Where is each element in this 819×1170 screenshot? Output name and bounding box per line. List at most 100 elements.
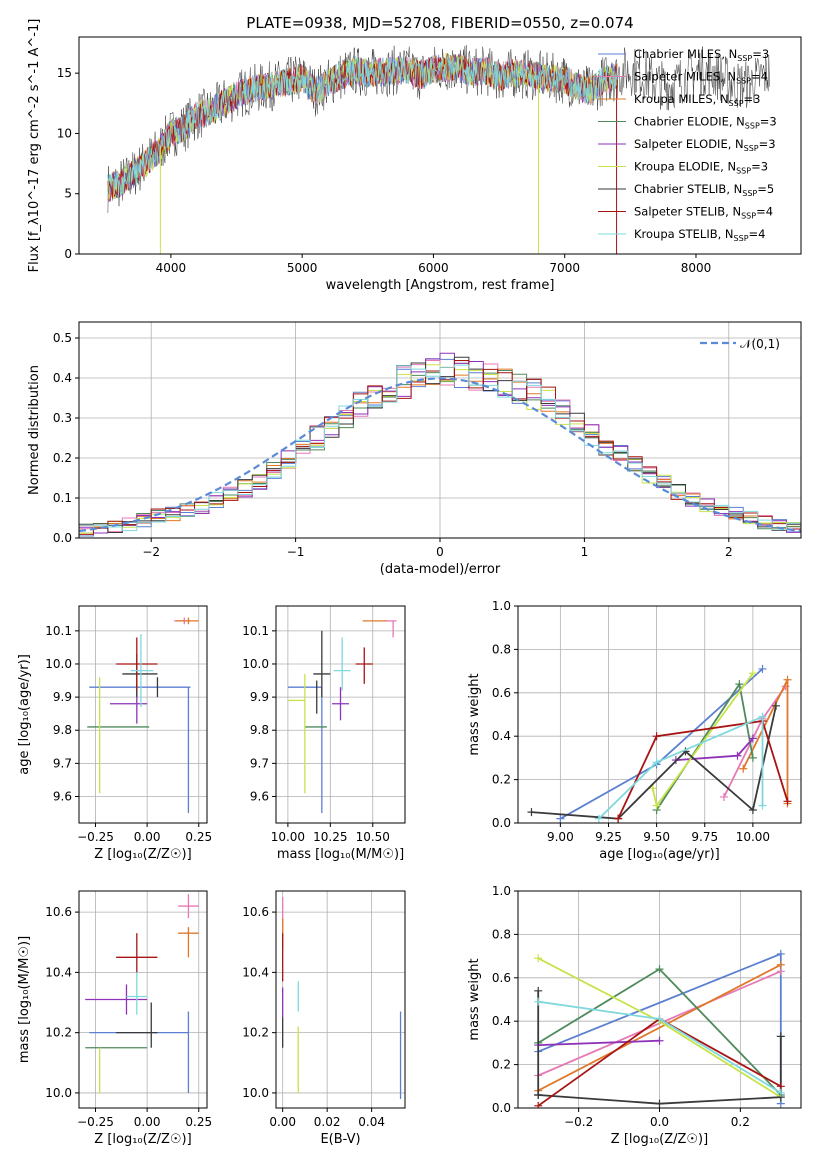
legend-entry: Kroupa MILES, NSSP=3 [634, 92, 760, 108]
y-tick-label: 0.5 [53, 331, 72, 345]
x-tick-label: 0.00 [134, 830, 161, 844]
plot-area-weight-vs-Z [534, 949, 785, 1108]
weight-point-chabrier_elodie [748, 753, 757, 762]
axes-frame [78, 890, 208, 1109]
y-tick-label: 10.0 [45, 657, 72, 671]
y-tick-label: 10.6 [242, 905, 269, 919]
y-tick-label: 0.8 [492, 927, 511, 941]
legend-entry: Kroupa ELODIE, NSSP=3 [634, 160, 768, 176]
weight-line-kroupa_miles [537, 964, 782, 1092]
axes-frame [78, 36, 802, 255]
y-tick-label: 9.8 [250, 723, 269, 737]
weight-point-chabrier_elodie [655, 965, 664, 974]
y-axis-label: Flux [f_λ10^-17 erg cm^-2 s^-1 A^-1] [27, 19, 42, 273]
panel-weight-vs-age: 9.00 9.25 9.50 9.75 10.00 0.0 0.2 0.4 0.6 0.8 1.0 a… [467, 599, 802, 862]
y-tick-label: 15 [57, 66, 72, 80]
x-axis-label: Z [log₁₀(Z/Z☉)] [611, 1132, 708, 1147]
weight-point-salpeter_elodie [655, 1036, 664, 1045]
y-tick-label: 0.6 [492, 686, 511, 700]
y-tick-label: 0.8 [492, 642, 511, 656]
y-tick-label: 10.1 [242, 624, 269, 638]
y-tick-label: 10.2 [242, 1026, 269, 1040]
x-tick-label: 0.25 [185, 1115, 212, 1129]
x-axis-label: Z [log₁₀(Z/Z☉)] [94, 847, 191, 862]
x-tick-label: 0.25 [185, 830, 212, 844]
y-axis-label: mass [log₁₀(M/M☉)] [17, 936, 32, 1063]
weight-point-kroupa_miles [739, 764, 748, 773]
x-axis-label: Z [log₁₀(Z/Z☉)] [94, 1132, 191, 1147]
weight-point-kroupa_stelib [534, 997, 543, 1006]
weight-point-kroupa_stelib [655, 1015, 664, 1024]
plot-area-residuals [79, 352, 801, 538]
panel-residuals: −2 −1 0 1 2 0.0 0.1 0.2 0.3 0.4 0.5 (data-model)/er… [27, 321, 802, 577]
weight-point-kroupa_stelib [652, 758, 661, 767]
y-tick-label: 9.8 [53, 723, 72, 737]
spectrum-line-kroupa_stelib [107, 54, 618, 199]
weight-point-kroupa_stelib [776, 1088, 785, 1097]
legend-entry: Chabrier STELIB, NSSP=5 [634, 182, 774, 198]
y-tick-label: 10 [57, 126, 72, 140]
y-tick-label: 9.6 [53, 789, 72, 803]
weight-point-chabrier_stelib [748, 805, 757, 814]
legend-entry: Kroupa STELIB, NSSP=4 [634, 227, 765, 243]
weight-point-kroupa_stelib [758, 801, 767, 810]
y-tick-label: 0 [64, 247, 72, 261]
weight-point-chabrier_miles [556, 814, 565, 823]
y-axis-label: mass weight [467, 958, 482, 1040]
legend-entry: Salpeter ELODIE, NSSP=3 [634, 137, 776, 153]
x-tick-label: 9.25 [595, 830, 622, 844]
weight-point-salpeter_elodie [748, 734, 757, 743]
x-tick-label: −1 [287, 545, 305, 559]
weight-point-chabrier_miles [758, 664, 767, 673]
weight-line-chabrier_stelib [538, 1036, 782, 1105]
weight-point-salpeter_stelib [534, 1101, 543, 1108]
x-tick-label: 0.00 [134, 1115, 161, 1129]
weight-point-kroupa_elodie [534, 954, 543, 963]
x-axis-label: E(B-V) [320, 1132, 360, 1147]
x-tick-label: 1 [581, 545, 589, 559]
x-tick-label: 0 [436, 545, 444, 559]
y-tick-label: 10.0 [45, 1086, 72, 1100]
legend-entry: Chabrier MILES, NSSP=3 [634, 47, 769, 63]
y-tick-label: 0.4 [53, 371, 72, 385]
y-axis-label: age [log₁₀(age/yr)] [17, 654, 32, 775]
figure-title: PLATE=0938, MJD=52708, FIBERID=0550, z=0… [246, 14, 633, 32]
panel-weight-vs-Z: −0.2 0.0 0.2 0.0 0.2 0.4 0.6 0.8 1.0 Z [log₁₀(Z/Z… [467, 884, 802, 1147]
x-tick-label: −2 [142, 545, 160, 559]
weight-point-kroupa_elodie [648, 784, 657, 793]
x-tick-label: 0.04 [358, 1115, 385, 1129]
x-axis-label: age [log₁₀(age/yr)] [599, 847, 720, 862]
weight-point-salpeter_stelib [652, 732, 661, 741]
panel-mass-vs-Z: −0.25 0.00 0.25 10.0 10.2 10.4 10.6 Z [log₁₀(Z/… [17, 890, 212, 1147]
y-tick-label: 1.0 [492, 599, 511, 613]
x-tick-label: 0.0 [650, 1115, 669, 1129]
weight-point-chabrier_stelib [527, 808, 536, 817]
x-tick-label: 9.75 [691, 830, 718, 844]
y-tick-label: 0.1 [53, 491, 72, 505]
panel-mass-vs-ebv: 0.00 0.02 0.04 10.0 10.2 10.4 10.6 E(B-V) [242, 890, 406, 1147]
x-axis-label: wavelength [Angstrom, rest frame] [326, 278, 555, 293]
y-axis-label: Normed distribution [27, 365, 42, 495]
y-tick-label: 9.7 [53, 756, 72, 770]
weight-point-salpeter_miles [719, 792, 728, 801]
weight-point-chabrier_stelib [534, 986, 543, 995]
x-tick-label: 10.00 [271, 830, 305, 844]
y-tick-label: 9.9 [250, 690, 269, 704]
weight-line-salpeter_elodie [538, 1039, 660, 1046]
weight-point-kroupa_stelib [594, 814, 603, 823]
weight-point-chabrier_stelib [771, 701, 780, 710]
weight-point-salpeter_stelib [783, 797, 792, 806]
x-tick-label: 10.25 [313, 830, 347, 844]
x-tick-label: 9.50 [643, 830, 670, 844]
axes-frame [517, 890, 802, 1109]
y-tick-label: 10.0 [242, 657, 269, 671]
x-tick-label: −0.25 [77, 1115, 114, 1129]
x-axis-label: (data-model)/error [380, 562, 501, 577]
x-tick-label: 0.2 [731, 1115, 750, 1129]
y-tick-label: 10.6 [45, 905, 72, 919]
legend: Chabrier MILES, NSSP=3 Salpeter MILES, NS… [598, 47, 777, 243]
y-tick-label: 1.0 [492, 884, 511, 898]
y-tick-label: 0.0 [492, 1101, 511, 1115]
y-tick-label: 0.2 [53, 451, 72, 465]
y-tick-label: 0.2 [492, 773, 511, 787]
